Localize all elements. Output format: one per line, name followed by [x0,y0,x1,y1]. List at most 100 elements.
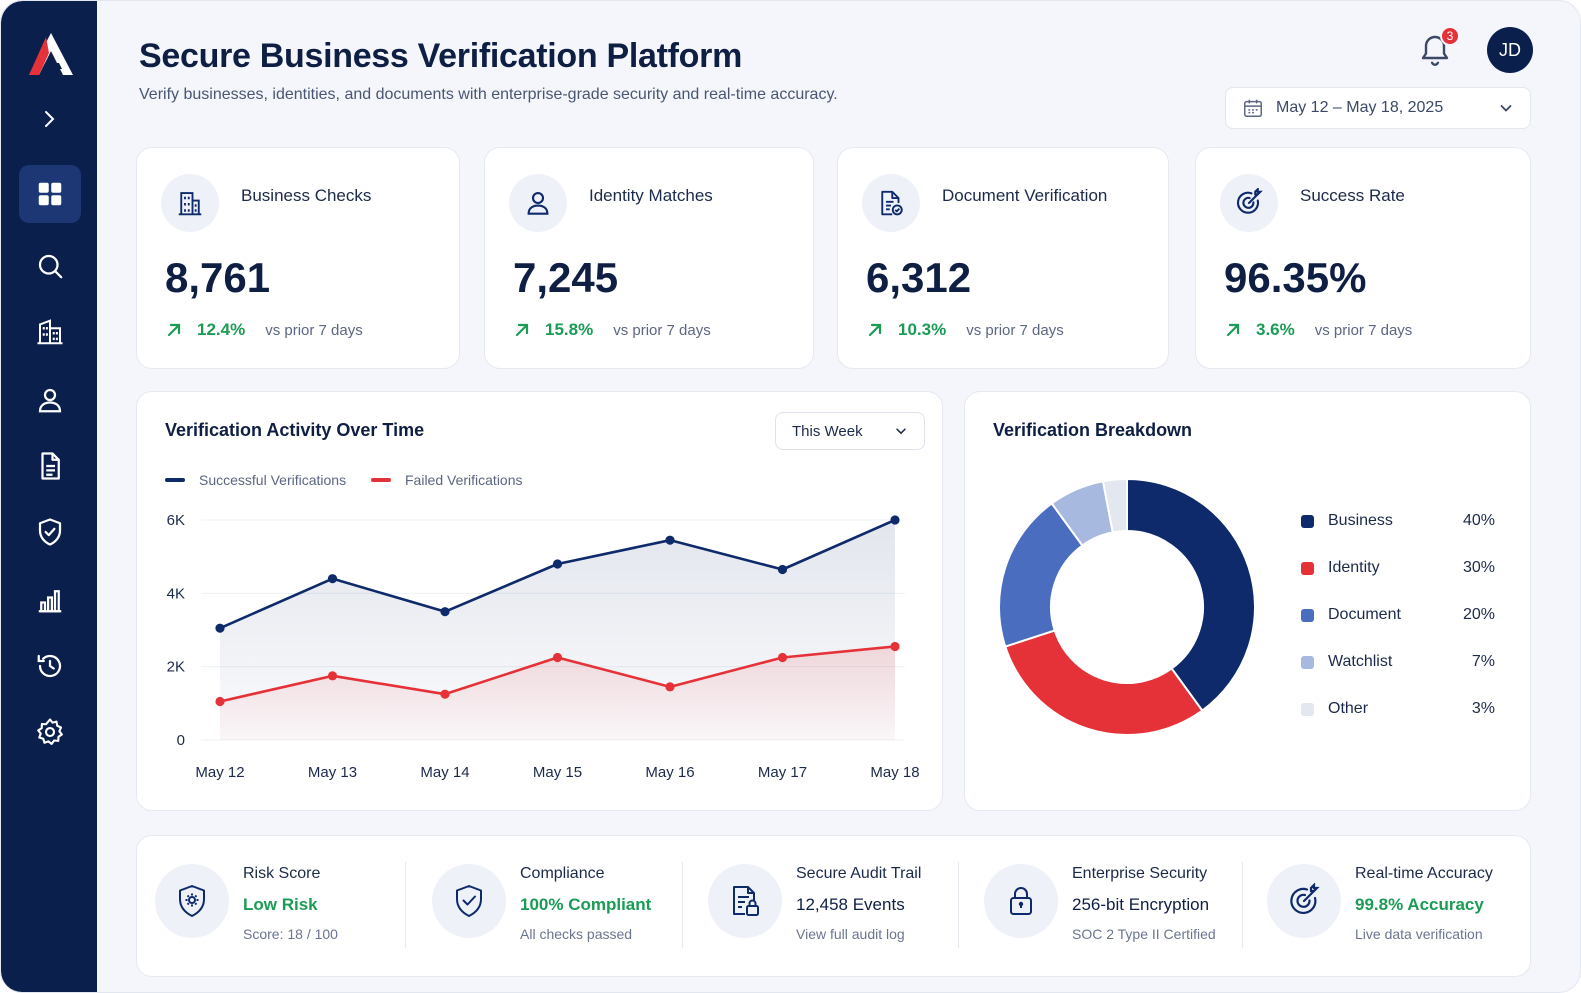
sidebar-item-identity[interactable] [19,371,81,429]
legend-swatch [1301,561,1314,575]
kpi-value: 6,312 [866,254,972,301]
target-icon [1290,883,1320,914]
kpi-compare: vs prior 7 days [966,321,1064,339]
donut-slice-other [1101,477,1128,534]
accuracy-icon-wrap [1267,864,1341,938]
audit-status: 12,458 Events [796,895,905,914]
kpi-label: Success Rate [1300,186,1405,205]
shield-check-icon [38,518,62,546]
kpi-label: Document Verification [942,186,1108,205]
data-point [890,641,900,652]
chevron-right-icon[interactable] [37,107,61,131]
kpi-change: 10.3% [898,320,947,339]
kpi-compare: vs prior 7 days [613,321,711,339]
risk-status: Low Risk [243,895,318,914]
series-area [220,646,895,740]
building-icon [178,192,202,216]
legend-label: Business [1328,512,1393,529]
data-point [327,671,338,681]
arrow-up-right-icon [868,323,882,337]
x-tick-label: May 18 [870,764,919,781]
legend-row: Identity 30% [1301,559,1495,577]
legend-label: Other [1328,700,1369,717]
sidebar-item-search[interactable] [19,237,81,295]
view-audit-log-link[interactable]: View full audit log [796,926,905,942]
audit-title: Secure Audit Trail [796,865,922,882]
activity-chart-card: Verification Activity Over Time This Wee… [136,391,943,811]
data-point [890,515,900,525]
gear-icon [37,718,63,745]
breakdown-card: Verification Breakdown Business 40% Identi… [964,391,1531,811]
security-detail: SOC 2 Type II Certified [1072,926,1216,942]
kpi-label: Business Checks [241,186,372,205]
chevron-down-icon [1500,105,1512,112]
legend-label: Document [1328,606,1401,623]
compliance-icon-wrap [432,864,506,938]
kpi-change: 12.4% [197,320,246,339]
history-icon [37,654,62,678]
legend-row: Business 40% [1301,512,1495,530]
data-point [215,623,225,633]
divider [405,862,406,948]
legend-swatch [1301,702,1314,716]
x-tick-label: May 17 [758,764,807,781]
compliance-detail: All checks passed [520,926,633,942]
legend-value: 40% [1462,512,1495,529]
search-icon [38,254,63,279]
period-select[interactable]: This Week [775,412,925,450]
kpi-card-business-checks: Business Checks 8,761 12.4% vs prior 7 d… [136,147,460,369]
legend-swatch [1301,655,1314,669]
accuracy-detail: Live data verification [1355,926,1483,942]
target-icon [1236,188,1263,214]
kpi-card-document-verification: Document Verification 6,312 10.3% vs pri… [837,147,1169,369]
document-check-icon [881,190,903,216]
x-tick-label: May 15 [533,764,582,781]
data-point [440,689,450,699]
notification-badge: 3 [1440,26,1460,46]
accuracy-status: 99.8% Accuracy [1355,895,1484,914]
sidebar-item-security[interactable] [19,503,81,561]
sidebar [1,1,97,992]
compliance-status: 100% Compliant [520,895,652,914]
kpi-icon-wrap [1220,174,1278,232]
x-tick-label: May 12 [195,764,244,781]
y-tick-label: 4K [167,585,185,602]
compliance-title: Compliance [520,865,605,882]
date-range-picker[interactable]: May 12 – May 18, 2025 [1225,87,1531,129]
kpi-trend: 3.6% vs prior 7 days [1224,320,1412,340]
kpi-change: 3.6% [1256,320,1295,339]
kpi-icon-wrap [862,174,920,232]
lock-icon [1010,887,1032,915]
shield-gear-icon [179,885,205,917]
sidebar-item-history[interactable] [19,637,81,695]
sidebar-item-dashboard[interactable] [19,165,81,223]
donut-slice-business [1126,477,1256,712]
legend-row: Other 3% [1301,700,1495,718]
legend-swatch [165,478,185,482]
legend-swatch [1301,608,1314,622]
sidebar-item-settings[interactable] [19,703,81,761]
data-point [440,607,450,617]
sidebar-item-businesses[interactable] [19,303,81,361]
chevron-down-icon [896,428,906,435]
legend-value: 30% [1462,559,1495,576]
risk-score-item: Risk Score Low Risk Score: 18 / 100 [137,836,405,976]
arrow-up-right-icon [515,323,529,337]
legend-value: 3% [1471,700,1495,717]
legend-row: Document 20% [1301,606,1495,624]
realtime-accuracy-item: Real-time Accuracy 99.8% Accuracy Live d… [1249,836,1529,976]
divider [958,862,959,948]
legend-swatch [371,478,391,482]
data-point [777,652,788,663]
brand-logo[interactable] [27,31,75,77]
divider [1242,862,1243,948]
sidebar-item-analytics[interactable] [19,571,81,629]
sidebar-item-documents[interactable] [19,437,81,495]
security-title: Enterprise Security [1072,865,1208,882]
arrow-up-right-icon [1226,323,1240,337]
avatar[interactable]: JD [1487,27,1533,73]
data-point [327,574,338,584]
risk-icon-wrap [155,864,229,938]
accuracy-title: Real-time Accuracy [1355,865,1493,882]
grid-icon [38,182,62,206]
